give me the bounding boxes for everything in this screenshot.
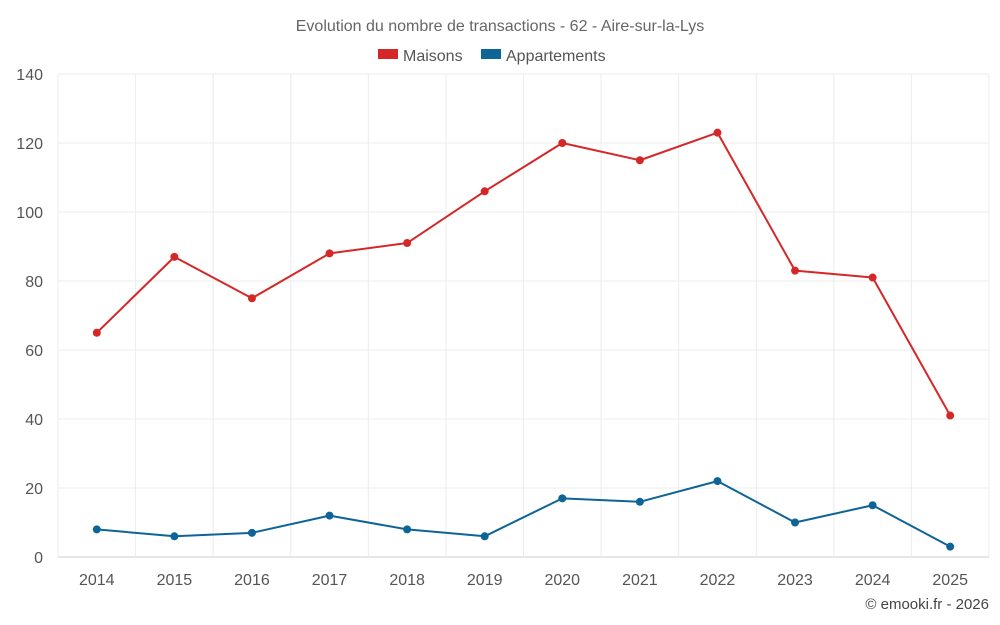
x-axis-ticks: 2014 2015 2016 2017 2018 2019 2020 2021 2022 2023…: [79, 572, 968, 589]
series: [92, 128, 955, 551]
data-point-maisons[interactable]: [946, 411, 955, 420]
data-point-maisons[interactable]: [325, 249, 334, 258]
credit-text: © emooki.fr - 2026: [865, 596, 989, 613]
data-point-maisons[interactable]: [868, 273, 877, 282]
data-point-appartements[interactable]: [403, 525, 412, 534]
data-point-appartements[interactable]: [791, 518, 800, 527]
x-tick-label: 2016: [234, 572, 270, 589]
x-tick-label: 2025: [932, 572, 968, 589]
legend: Maisons Appartements: [378, 48, 606, 65]
data-point-appartements[interactable]: [713, 477, 722, 486]
x-tick-label: 2019: [467, 572, 503, 589]
y-tick-label: 40: [25, 412, 43, 429]
chart-title: Evolution du nombre de transactions - 62…: [296, 18, 704, 35]
x-tick-label: 2015: [157, 572, 193, 589]
x-tick-label: 2017: [312, 572, 348, 589]
data-point-appartements[interactable]: [868, 501, 877, 510]
x-tick-label: 2020: [544, 572, 580, 589]
y-tick-label: 60: [25, 343, 43, 360]
data-point-appartements[interactable]: [92, 525, 101, 534]
data-point-appartements[interactable]: [480, 532, 489, 541]
data-point-maisons[interactable]: [791, 266, 800, 275]
data-point-appartements[interactable]: [635, 497, 644, 506]
y-tick-label: 100: [16, 205, 43, 222]
data-point-appartements[interactable]: [247, 528, 256, 537]
data-point-appartements[interactable]: [325, 511, 334, 520]
data-point-maisons[interactable]: [558, 139, 567, 147]
x-tick-label: 2014: [79, 572, 115, 589]
y-tick-label: 20: [25, 481, 43, 498]
data-point-maisons[interactable]: [170, 252, 179, 261]
data-point-appartements[interactable]: [170, 532, 179, 541]
y-axis-ticks: 0 20 40 60 80 100 120 140: [16, 67, 43, 567]
data-point-maisons[interactable]: [713, 128, 722, 137]
x-tick-label: 2023: [777, 572, 813, 589]
data-point-maisons[interactable]: [247, 294, 256, 303]
legend-swatch-maisons: [378, 49, 398, 59]
grid: [57, 73, 990, 558]
series-line-maisons: [96, 131, 952, 417]
data-point-maisons[interactable]: [92, 328, 101, 337]
series-line-appartements: [96, 480, 951, 548]
data-point-appartements[interactable]: [558, 494, 567, 503]
data-point-maisons[interactable]: [480, 187, 489, 196]
x-tick-label: 2018: [389, 572, 425, 589]
y-tick-label: 0: [34, 550, 43, 567]
data-point-maisons[interactable]: [635, 156, 644, 165]
y-tick-label: 80: [25, 274, 43, 291]
legend-label-maisons[interactable]: Maisons: [403, 48, 463, 65]
y-tick-label: 140: [16, 67, 43, 84]
x-tick-label: 2021: [622, 572, 658, 589]
x-tick-label: 2024: [855, 572, 891, 589]
y-tick-label: 120: [16, 136, 43, 153]
legend-swatch-appartements: [481, 49, 501, 59]
x-tick-label: 2022: [700, 572, 736, 589]
data-point-appartements[interactable]: [946, 542, 955, 551]
legend-label-appartements[interactable]: Appartements: [506, 48, 606, 65]
data-point-maisons[interactable]: [403, 239, 412, 248]
